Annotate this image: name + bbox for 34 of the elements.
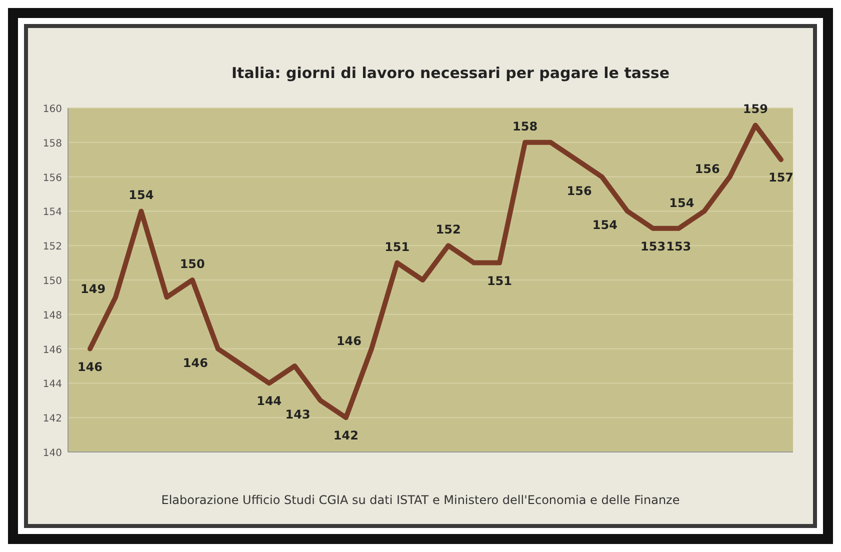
data-label: 146 — [182, 356, 208, 370]
chart-title: Italia: giorni di lavoro necessari per pagare le tasse — [231, 64, 670, 82]
data-label: 146 — [77, 360, 103, 374]
data-label: 150 — [180, 257, 205, 271]
y-tick-label: 144 — [42, 379, 62, 390]
data-label: 154 — [592, 218, 618, 232]
y-tick-label: 146 — [42, 344, 62, 356]
data-label: 152 — [436, 222, 461, 237]
y-tick-label: 156 — [42, 172, 62, 184]
data-label: 153 — [666, 239, 692, 254]
data-label: 157 — [768, 170, 794, 185]
data-label: 158 — [512, 119, 538, 134]
y-tick-label: 152 — [42, 242, 62, 253]
data-label: 156 — [566, 184, 592, 198]
data-label: 149 — [80, 282, 106, 296]
data-label: 143 — [285, 407, 310, 422]
y-tick-label: 140 — [42, 448, 62, 459]
data-label: 151 — [486, 274, 512, 288]
data-label: 156 — [694, 162, 720, 176]
y-tick-label: 142 — [42, 414, 62, 425]
data-label: 151 — [384, 240, 410, 254]
data-label: 159 — [742, 102, 768, 116]
text: Elaborazione Ufficio Studi CGIA su dati ISTAT e Ministero dell'Economia e delle Finanze — [161, 493, 680, 507]
y-tick-label: 160 — [42, 104, 62, 115]
data-label: 153 — [640, 239, 666, 254]
y-tick-label: 150 — [42, 276, 62, 287]
y-tick-label: 154 — [42, 207, 62, 218]
data-label: 146 — [336, 334, 362, 348]
data-label: 154 — [669, 196, 694, 210]
y-tick-label: 148 — [42, 310, 62, 322]
y-tick-label: 158 — [42, 138, 62, 150]
data-label: 144 — [256, 394, 282, 408]
data-label: 154 — [128, 188, 154, 202]
data-label: 142 — [333, 428, 358, 443]
